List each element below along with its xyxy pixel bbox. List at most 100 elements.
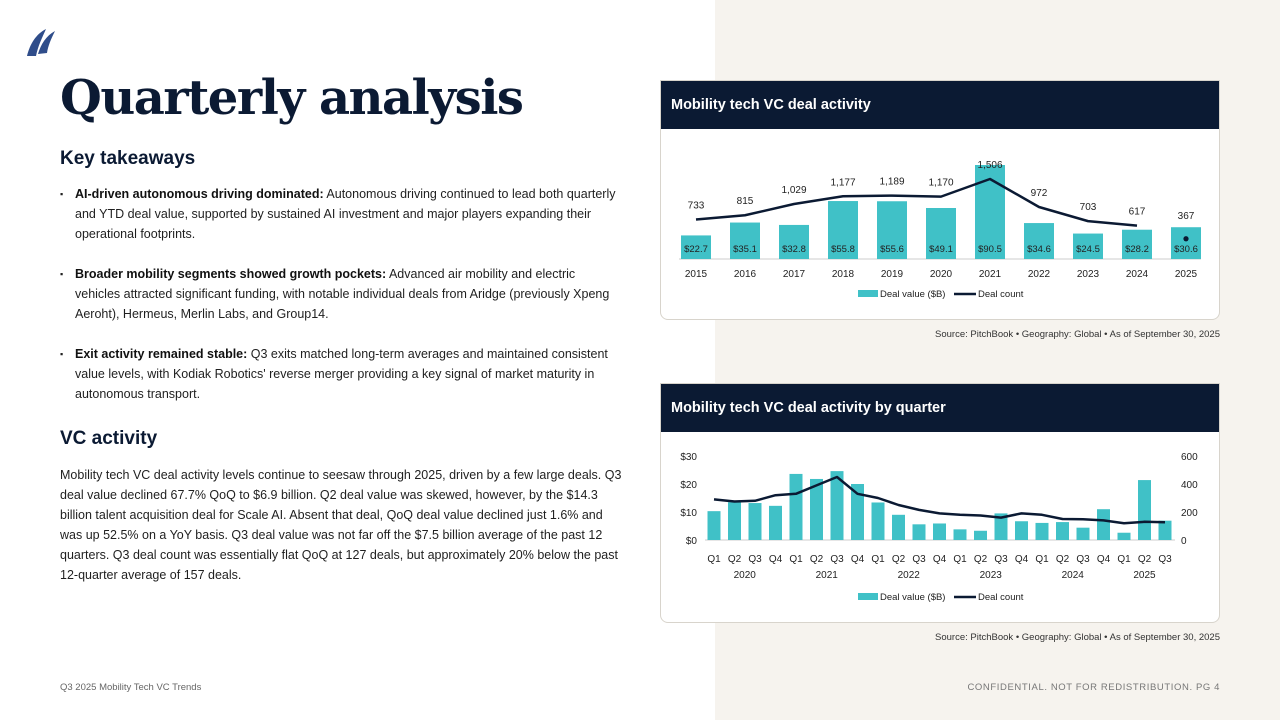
deal-count-label: 703 bbox=[1080, 202, 1097, 213]
legend-label-deal-value: Deal value ($B) bbox=[880, 592, 945, 603]
bar-deal-value bbox=[1171, 227, 1201, 259]
y-left-tick-label: $10 bbox=[680, 508, 697, 519]
x-tick-year: 2024 bbox=[1062, 570, 1085, 581]
bar-deal-value bbox=[681, 235, 711, 259]
bar-value-label: $32.8 bbox=[782, 244, 806, 255]
bar-deal-value bbox=[707, 511, 721, 540]
key-takeaways-heading: Key takeaways bbox=[60, 148, 196, 169]
deal-count-label: 733 bbox=[688, 201, 705, 212]
quarterly-chart-title: Mobility tech VC deal activity by quarte… bbox=[661, 384, 1219, 432]
x-tick-quarter: Q1 bbox=[789, 554, 803, 565]
x-tick-quarter: Q4 bbox=[933, 554, 947, 565]
bar-deal-value bbox=[1097, 509, 1110, 540]
footer-report-name: Q3 2025 Mobility Tech VC Trends bbox=[60, 682, 202, 693]
bar-deal-value bbox=[975, 165, 1005, 259]
x-tick-quarter: Q2 bbox=[810, 554, 824, 565]
y-left-tick-label: $0 bbox=[686, 536, 698, 547]
x-tick-label: 2017 bbox=[783, 269, 806, 280]
bar-value-label: $22.7 bbox=[684, 244, 708, 255]
bar-value-label: $49.1 bbox=[929, 244, 953, 255]
deal-count-line bbox=[695, 177, 1138, 227]
quarterly-chart: $0 $10 $20 $30 0 200 400 600 Q1 Q2 Q3 Q4 Q1 Q2 Q3 Q4 Q1 Q… bbox=[680, 452, 1198, 603]
deal-count-label: 367 bbox=[1178, 211, 1195, 222]
bar-deal-value bbox=[1035, 522, 1049, 540]
legend-label-deal-value: Deal value ($B) bbox=[880, 289, 945, 300]
y-right-tick-label: 600 bbox=[1181, 452, 1198, 463]
bar-deal-value bbox=[730, 222, 760, 259]
bar-deal-value bbox=[1015, 521, 1028, 540]
x-tick-label: 2021 bbox=[979, 269, 1002, 280]
deal-count-label: 815 bbox=[737, 196, 754, 207]
x-tick-quarter: Q4 bbox=[1015, 554, 1029, 565]
x-tick-quarter: Q3 bbox=[994, 554, 1008, 565]
annual-chart-title: Mobility tech VC deal activity bbox=[661, 81, 1219, 129]
takeaways-list: AI-driven autonomous driving dominated: … bbox=[60, 184, 620, 424]
x-tick-quarter: Q2 bbox=[1056, 554, 1070, 565]
y-right-tick-label: 200 bbox=[1181, 508, 1198, 519]
deal-count-label: 1,189 bbox=[879, 177, 904, 188]
list-item: Exit activity remained stable: Q3 exits … bbox=[60, 344, 620, 404]
x-tick-quarter: Q4 bbox=[851, 554, 865, 565]
bar-value-label: $28.2 bbox=[1125, 244, 1149, 255]
deal-count-label: 1,170 bbox=[928, 178, 953, 189]
bar-value-label: $90.5 bbox=[978, 244, 1002, 255]
x-tick-year: 2023 bbox=[980, 570, 1003, 581]
bar-value-label: $24.5 bbox=[1076, 244, 1100, 255]
annual-chart-source: Source: PitchBook • Geography: Global • … bbox=[935, 329, 1220, 340]
x-tick-quarter: Q3 bbox=[830, 554, 844, 565]
bar-deal-value bbox=[974, 530, 987, 540]
x-tick-quarter: Q2 bbox=[728, 554, 742, 565]
deal-count-label: 617 bbox=[1129, 207, 1146, 218]
quarterly-chart-panel: Mobility tech VC deal activity by quarte… bbox=[660, 383, 1220, 623]
bar-value-label: $55.6 bbox=[880, 244, 904, 255]
bar-value-label: $30.6 bbox=[1174, 244, 1198, 255]
deal-count-point bbox=[1183, 236, 1189, 242]
bar-deal-value bbox=[1138, 480, 1151, 540]
x-tick-quarter: Q3 bbox=[748, 554, 762, 565]
bar-deal-value bbox=[953, 529, 967, 540]
x-tick-quarter: Q1 bbox=[871, 554, 885, 565]
x-tick-year: 2020 bbox=[734, 570, 757, 581]
list-item: Broader mobility segments showed growth … bbox=[60, 264, 620, 324]
x-tick-quarter: Q1 bbox=[707, 554, 721, 565]
bar-deal-value bbox=[789, 473, 803, 540]
x-tick-quarter: Q1 bbox=[1117, 554, 1131, 565]
x-tick-year: 2022 bbox=[898, 570, 921, 581]
x-tick-quarter: Q2 bbox=[892, 554, 906, 565]
bar-deal-value bbox=[933, 523, 946, 540]
annual-chart: $22.7 2015 $35.1 2016 $32.8 2017 $55.8 2018 $55.… bbox=[679, 160, 1201, 300]
y-left-tick-label: $30 bbox=[680, 452, 697, 463]
x-tick-quarter: Q2 bbox=[1138, 554, 1152, 565]
bar-deal-value bbox=[830, 471, 844, 540]
quarterly-chart-source: Source: PitchBook • Geography: Global • … bbox=[935, 632, 1220, 643]
deal-count-label: 1,029 bbox=[781, 185, 806, 196]
pitchbook-logo-icon bbox=[27, 29, 55, 56]
x-tick-quarter: Q4 bbox=[1097, 554, 1111, 565]
bar-deal-value bbox=[1073, 233, 1103, 259]
x-tick-quarter: Q3 bbox=[1158, 554, 1172, 565]
bar-deal-value bbox=[851, 484, 864, 540]
y-left-tick-label: $20 bbox=[680, 480, 697, 491]
bar-deal-value bbox=[926, 208, 956, 259]
bar-value-label: $34.6 bbox=[1027, 244, 1051, 255]
bar-deal-value bbox=[810, 478, 823, 540]
y-right-tick-label: 400 bbox=[1181, 480, 1198, 491]
legend-label-deal-count: Deal count bbox=[978, 289, 1024, 300]
bar-deal-value bbox=[994, 513, 1008, 540]
bar-deal-value bbox=[828, 201, 858, 259]
bar-deal-value bbox=[912, 524, 926, 540]
bar-deal-value bbox=[769, 505, 782, 540]
deal-count-label: 1,177 bbox=[830, 177, 855, 188]
bar-deal-value bbox=[1024, 223, 1054, 259]
x-tick-label: 2025 bbox=[1175, 269, 1198, 280]
bar-deal-value bbox=[1076, 527, 1090, 540]
legend-swatch-bar bbox=[858, 593, 878, 600]
list-item: AI-driven autonomous driving dominated: … bbox=[60, 184, 620, 244]
x-tick-label: 2016 bbox=[734, 269, 757, 280]
vc-activity-heading: VC activity bbox=[60, 428, 158, 449]
vc-activity-paragraph: Mobility tech VC deal activity levels co… bbox=[60, 468, 622, 582]
bar-deal-value bbox=[877, 201, 907, 259]
bar-value-label: $55.8 bbox=[831, 244, 855, 255]
bar-deal-value bbox=[1158, 520, 1172, 540]
annual-chart-panel: Mobility tech VC deal activity $22.7 2015… bbox=[660, 80, 1220, 320]
